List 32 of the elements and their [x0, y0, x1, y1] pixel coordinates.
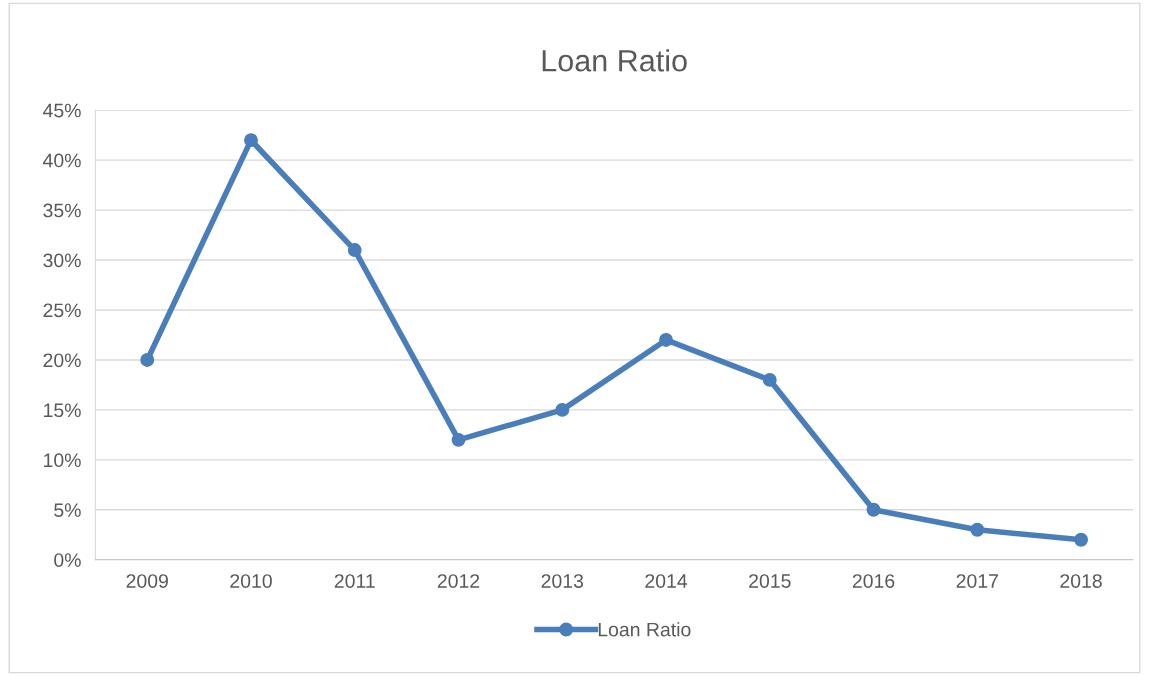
- y-tick-label: 15%: [44, 403, 81, 418]
- point: [866, 502, 881, 517]
- chart-title: Loan Ratio: [542, 49, 687, 72]
- point: [659, 333, 673, 347]
- y-tick-label: 10%: [44, 453, 81, 468]
- point: [140, 352, 155, 367]
- x-tick-label: 2010: [230, 574, 272, 588]
- x-tick-label: 2018: [1060, 574, 1102, 588]
- point: [1074, 532, 1088, 547]
- point: [244, 133, 258, 148]
- point: [762, 372, 777, 387]
- x-tick-label: 2014: [645, 574, 688, 588]
- legend-label: Loan Ratio: [598, 622, 691, 637]
- y-tick-label: 5%: [54, 503, 81, 518]
- x-tick-label: 2017: [956, 574, 998, 588]
- y-tick-label: 30%: [43, 253, 81, 268]
- y-tick-label: 25%: [43, 303, 81, 318]
- x-tick-label: 2015: [749, 574, 791, 588]
- point: [555, 402, 570, 417]
- y-tick-label: 20%: [43, 353, 81, 368]
- x-tick-label: 2012: [437, 574, 480, 588]
- x-tick-label: 2009: [126, 574, 168, 588]
- y-tick-label: 45%: [43, 103, 81, 118]
- y-tick-label: 40%: [43, 153, 81, 168]
- x-tick-label: 2016: [852, 574, 895, 588]
- point: [347, 243, 362, 257]
- y-tick-label: 0%: [54, 553, 81, 567]
- point: [451, 432, 466, 447]
- point: [970, 522, 985, 537]
- x-tick-label: 2013: [541, 574, 584, 588]
- x-tick-label: 2011: [334, 574, 375, 588]
- y-tick-label: 35%: [43, 203, 81, 218]
